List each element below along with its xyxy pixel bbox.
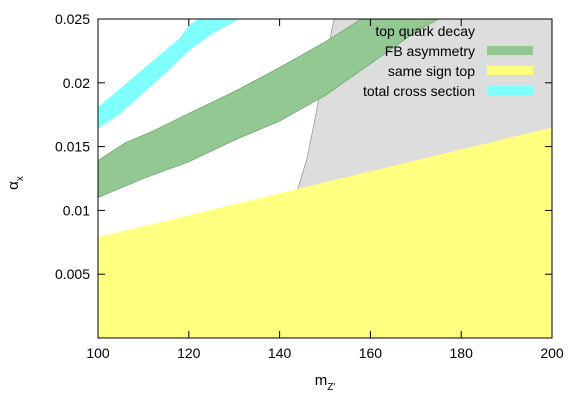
legend-label-top-quark-decay: top quark decay <box>375 23 475 39</box>
fb-asymmetry-lower-edge <box>98 19 439 198</box>
total-cross-section-region <box>98 19 239 129</box>
x-tick-label: 120 <box>177 345 201 361</box>
legend: top quark decay FB asymmetry same sign top… <box>363 23 533 99</box>
y-axis-label: αx <box>5 176 26 190</box>
legend-swatch-total-cross-section <box>487 86 533 95</box>
y-tick-label: 0.015 <box>55 139 90 155</box>
y-tick-label: 0.025 <box>55 11 90 27</box>
y-tick-label: 0.005 <box>55 266 90 282</box>
x-axis: 100 120 140 160 180 200 <box>86 19 564 361</box>
x-tick-label: 140 <box>268 345 292 361</box>
fb-asymmetry-region <box>98 19 439 198</box>
legend-swatch-fb-asymmetry <box>487 46 533 55</box>
legend-label-fb-asymmetry: FB asymmetry <box>385 43 475 59</box>
x-tick-label: 160 <box>359 345 383 361</box>
x-tick-label: 180 <box>450 345 474 361</box>
y-axis: 0.005 0.01 0.015 0.02 0.025 <box>55 11 552 282</box>
x-axis-label: mZ' <box>315 372 336 393</box>
y-tick-label: 0.02 <box>63 75 90 91</box>
y-tick-label: 0.01 <box>63 202 90 218</box>
x-tick-label: 100 <box>86 345 110 361</box>
same-sign-top-region <box>98 127 552 338</box>
legend-label-total-cross-section: total cross section <box>363 83 475 99</box>
plot-frame <box>97 18 553 339</box>
fb-asymmetry-upper-edge <box>98 19 362 161</box>
y-axis-label-subscript: x <box>15 176 26 181</box>
plot-area <box>98 19 552 338</box>
x-axis-label-subscript: Z' <box>327 382 335 393</box>
legend-label-same-sign-top: same sign top <box>388 63 475 79</box>
x-tick-label: 200 <box>540 345 564 361</box>
legend-swatch-same-sign-top <box>487 66 533 75</box>
